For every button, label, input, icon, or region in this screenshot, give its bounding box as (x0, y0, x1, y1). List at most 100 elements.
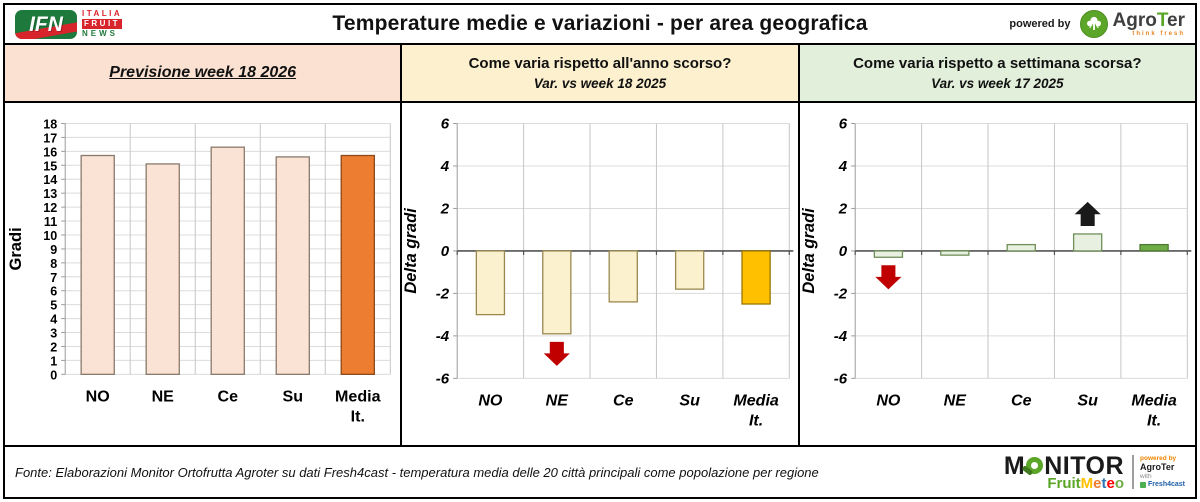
panels-row: Previsione week 18 2026 0 1 2 3 4 5 6 7 8 9 10 11 12… (5, 45, 1195, 445)
page-title: Temperature medie e variazioni - per are… (332, 12, 868, 35)
svg-text:17: 17 (43, 131, 57, 145)
svg-text:12: 12 (43, 201, 57, 215)
category-labels: NO NE Ce Su Media It. (479, 391, 780, 429)
category-labels: NO NE Ce Su Media It. (876, 391, 1177, 429)
fruitmeteo-meteo: Meteo (1080, 474, 1125, 492)
forecast-chart: 0 1 2 3 4 5 6 7 8 9 10 11 12 13 14 15 16 17 18 NO NE Ce Su Medi… (5, 103, 401, 445)
svg-text:10: 10 (43, 229, 57, 243)
monitor-fruitmeteo-logo: M NITOR FruitMeteo powered by AgroTer wi… (1003, 451, 1185, 491)
agroter-tagline: think fresh (1132, 31, 1185, 37)
svg-text:18: 18 (43, 118, 57, 132)
panel-vs-last-week: Come varia rispetto a settimana scorsa? … (797, 45, 1195, 445)
monitor-wordmark: M NITOR (1003, 451, 1125, 480)
svg-text:14: 14 (43, 173, 57, 187)
fresh4cast-label: Fresh4cast (1148, 481, 1185, 488)
panel-vs-last-year-header: Come varia rispetto all'anno scorso? Var… (402, 45, 798, 103)
y-axis: -6 -4 -2 0 2 4 6 (436, 116, 459, 387)
svg-text:0: 0 (441, 243, 450, 260)
source-note: Fonte: Elaborazioni Monitor Ortofrutta A… (15, 464, 819, 480)
svg-text:Ce: Ce (217, 387, 238, 405)
bars (873, 233, 1169, 258)
svg-text:6: 6 (838, 116, 847, 133)
svg-text:6: 6 (50, 285, 57, 299)
panel-forecast: Previsione week 18 2026 0 1 2 3 4 5 6 7 8 9 10 11 12… (5, 45, 401, 445)
ifn-wordmark: ITALIA FRUIT NEWS (82, 9, 123, 38)
trend-arrows (544, 341, 571, 366)
wow-variation-chart-svg: -6 -4 -2 0 2 4 6 NO NE Ce Su Media It. Delta gradi (800, 116, 1191, 430)
svg-text:5: 5 (50, 299, 57, 313)
agroter-name-post: er (1167, 10, 1185, 31)
bars (80, 146, 375, 375)
svg-text:9: 9 (50, 243, 57, 257)
trend-arrows (875, 201, 1101, 290)
svg-text:-4: -4 (436, 328, 450, 345)
monitor-powered-box: powered by AgroTer with Fresh4cast (1132, 454, 1185, 490)
panel-forecast-header: Previsione week 18 2026 (5, 45, 401, 103)
svg-text:Su: Su (283, 387, 304, 405)
ifn-acronym: IFN (29, 12, 63, 36)
svg-text:-4: -4 (833, 328, 847, 345)
yoy-variation-chart-svg: -6 -4 -2 0 2 4 6 NO NE Ce Su Media It. Delta gradi (402, 116, 794, 430)
mini-powered-by: powered by (1140, 454, 1177, 462)
svg-text:13: 13 (43, 187, 57, 201)
svg-text:Delta gradi: Delta gradi (800, 208, 818, 294)
svg-text:Su: Su (680, 391, 701, 409)
svg-text:NO: NO (479, 391, 504, 409)
agroter-logo: AgroTer think fresh (1079, 10, 1186, 38)
svg-text:2: 2 (837, 200, 847, 217)
panel-vs-last-year-title: Come varia rispetto all'anno scorso? (468, 55, 732, 72)
svg-text:Gradi: Gradi (6, 227, 25, 270)
panel-vs-last-week-header: Come varia rispetto a settimana scorsa? … (799, 45, 1195, 103)
agroter-name: AgroTer (1113, 11, 1186, 30)
svg-text:0: 0 (838, 243, 847, 260)
monitor-logo-main: M NITOR FruitMeteo (1003, 451, 1125, 491)
svg-text:16: 16 (43, 145, 57, 159)
mini-agroter: AgroTer (1140, 462, 1175, 473)
svg-text:1: 1 (50, 354, 57, 368)
svg-text:NO: NO (876, 391, 901, 409)
agroter-name-pre: Agro (1112, 10, 1157, 31)
agroter-wordmark: AgroTer think fresh (1113, 11, 1186, 37)
svg-text:6: 6 (441, 116, 450, 133)
ifn-badge-icon: IFN (15, 9, 77, 39)
monitor-word-post: NITOR (1044, 451, 1125, 480)
ifn-word-fruit: FRUIT (82, 19, 123, 29)
fruitmeteo-wordmark: FruitMeteo (1047, 476, 1124, 491)
svg-text:Ce: Ce (1011, 391, 1032, 409)
panel-vs-last-week-title: Come varia rispetto a settimana scorsa? (853, 55, 1142, 72)
panel-forecast-title: Previsione week 18 2026 (109, 64, 297, 81)
y-axis: -6 -4 -2 0 2 4 6 (833, 116, 856, 387)
svg-text:2: 2 (50, 340, 57, 354)
ifn-logo: IFN ITALIA FRUIT NEWS (15, 9, 200, 39)
panel-vs-last-week-subtitle: Var. vs week 17 2025 (931, 76, 1064, 91)
title-bar: IFN ITALIA FRUIT NEWS Temperature medie … (5, 5, 1195, 45)
ifn-word-italia: ITALIA (82, 9, 123, 18)
wow-variation-chart: -6 -4 -2 0 2 4 6 NO NE Ce Su Media It. Delta gradi (799, 103, 1195, 445)
ifn-word-news: NEWS (82, 29, 118, 38)
fruitmeteo-fruit: Fruit (1047, 474, 1081, 492)
monitor-word-pre: M (1003, 451, 1026, 480)
panel-vs-last-year: Come varia rispetto all'anno scorso? Var… (400, 45, 798, 445)
ifn-logo-group: IFN ITALIA FRUIT NEWS (15, 9, 123, 39)
svg-text:NE: NE (546, 391, 570, 409)
infographic-border: IFN ITALIA FRUIT NEWS Temperature medie … (3, 3, 1197, 499)
svg-text:-6: -6 (436, 370, 450, 387)
panel-vs-last-year-subtitle: Var. vs week 18 2025 (533, 76, 667, 91)
svg-text:4: 4 (837, 158, 847, 175)
svg-text:2: 2 (440, 200, 450, 217)
svg-text:-2: -2 (436, 285, 450, 302)
category-labels: NO NE Ce Su Media It. (86, 387, 382, 425)
svg-text:8: 8 (50, 257, 57, 271)
magnifier-icon (1026, 456, 1044, 474)
svg-text:3: 3 (50, 327, 57, 341)
fresh4cast-icon (1140, 482, 1147, 489)
footer: Fonte: Elaborazioni Monitor Ortofrutta A… (5, 445, 1195, 497)
svg-text:7: 7 (50, 271, 57, 285)
powered-by-block: powered by AgroTer (1000, 10, 1185, 38)
yoy-variation-chart: -6 -4 -2 0 2 4 6 NO NE Ce Su Media It. Delta gradi (402, 103, 798, 445)
